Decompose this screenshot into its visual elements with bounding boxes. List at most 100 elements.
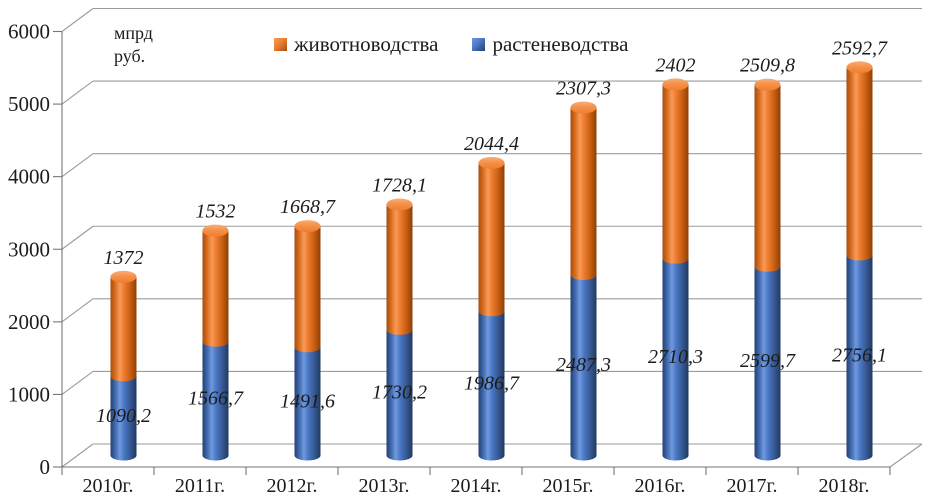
y-axis-unit-label: мпрд руб.: [114, 23, 153, 67]
legend-label-zhivotnovodstva: животноводства: [294, 32, 439, 56]
bar-top-cap: [478, 156, 505, 169]
bar-label-rastenevodstva: 2487,3: [556, 354, 611, 376]
bar-segment-rastenevodstva: [846, 255, 873, 456]
x-tick-label: 2014г.: [451, 475, 502, 497]
legend-item-rastenevodstva: растеневодства: [472, 32, 628, 57]
legend-label-rastenevodstva: растеневодства: [492, 32, 629, 56]
legend-swatch-orange-icon: [274, 38, 287, 51]
bar-segment-zhivotnovodstva: [202, 230, 229, 342]
bar-junction-cap: [662, 253, 689, 264]
grid-layer: [53, 7, 923, 475]
bar-label-rastenevodstva: 1566,7: [188, 388, 244, 410]
bar-junction-cap: [386, 324, 413, 335]
bar-label-zhivotnovodstva: 1668,7: [280, 196, 336, 218]
bar-segment-rastenevodstva: [754, 266, 781, 456]
legend: животноводства растеневодства: [274, 32, 628, 57]
bar-label-rastenevodstva: 1730,2: [372, 382, 427, 404]
bar-segment-rastenevodstva: [294, 347, 321, 456]
bar-label-zhivotnovodstva: 2402: [656, 54, 696, 76]
y-tick-label: 4000: [8, 165, 50, 189]
gridline-diagonal: [61, 298, 94, 323]
bar-label-rastenevodstva: 1491,6: [280, 390, 335, 412]
bar-top-cap: [294, 220, 321, 233]
y-tick-label: 5000: [8, 92, 50, 116]
bars-layer: [110, 61, 873, 461]
bar-junction-cap: [294, 342, 321, 353]
bar-segment-zhivotnovodstva: [110, 276, 137, 377]
bar-segment-zhivotnovodstva: [846, 67, 873, 256]
bar-top-cap: [202, 224, 229, 237]
floor-left-diagonal: [61, 443, 94, 468]
bar-top-cap: [570, 101, 597, 114]
floor-right-diagonal: [889, 443, 923, 468]
bar-segment-rastenevodstva: [570, 274, 597, 456]
bar-segment-rastenevodstva: [478, 311, 505, 456]
x-tick-label: 2016г.: [635, 475, 686, 497]
labels-layer: 0 1000 2000 3000 4000 5000 6000 2010г. 2011г. 201…: [8, 20, 888, 498]
bar-segment-zhivotnovodstva: [754, 84, 781, 267]
x-tick-label: 2017г.: [727, 475, 778, 497]
gridline-diagonal: [61, 80, 94, 105]
y-tick-label: 0: [40, 455, 51, 479]
y-tick-label: 6000: [8, 20, 50, 44]
bar-junction-cap: [110, 371, 137, 382]
x-tick-label: 2015г.: [543, 475, 594, 497]
bar-junction-cap: [202, 336, 229, 347]
bar-bottom-cap: [110, 450, 137, 461]
bar-segment-zhivotnovodstva: [478, 162, 505, 312]
bar-top-cap: [846, 61, 873, 74]
bar-label-rastenevodstva: 1986,7: [464, 372, 520, 394]
bar-top-cap: [386, 198, 413, 211]
bar-top-cap: [662, 78, 689, 91]
y-tick-label: 2000: [8, 310, 50, 334]
bar-segment-zhivotnovodstva: [570, 107, 597, 275]
gridline-diagonal: [61, 153, 94, 178]
gridline-diagonal: [61, 370, 94, 395]
bar-junction-cap: [478, 306, 505, 317]
bar-segment-rastenevodstva: [202, 341, 229, 456]
bar-bottom-cap: [478, 450, 505, 461]
bar-bottom-cap: [754, 450, 781, 461]
bar-segment-zhivotnovodstva: [294, 226, 321, 348]
bar-label-zhivotnovodstva: 2307,3: [556, 77, 611, 99]
bar-top-cap: [754, 78, 781, 91]
bar-segment-zhivotnovodstva: [386, 204, 413, 330]
bar-bottom-cap: [294, 450, 321, 461]
x-tick-label: 2010г.: [83, 475, 134, 497]
y-tick-label: 3000: [8, 237, 50, 261]
bar-label-rastenevodstva: 2710,3: [648, 346, 703, 368]
bar-top-cap: [110, 270, 137, 283]
bar-segment-rastenevodstva: [110, 376, 137, 456]
bar-bottom-cap: [662, 450, 689, 461]
bar-junction-cap: [754, 261, 781, 272]
gridline-diagonal: [61, 8, 94, 32]
x-tick-label: 2018г.: [819, 475, 870, 497]
legend-item-zhivotnovodstva: животноводства: [274, 32, 438, 57]
bar-bottom-cap: [570, 450, 597, 461]
x-tick-label: 2011г.: [175, 475, 225, 497]
bar-segment-zhivotnovodstva: [662, 84, 689, 259]
bar-junction-cap: [846, 250, 873, 261]
gridline-diagonal: [61, 225, 94, 250]
legend-swatch-blue-icon: [472, 38, 486, 51]
bar-bottom-cap: [202, 450, 229, 461]
bar-label-rastenevodstva: 2756,1: [832, 344, 887, 366]
x-tick-label: 2012г.: [267, 475, 318, 497]
bar-label-zhivotnovodstva: 1728,1: [372, 174, 427, 196]
bar-junction-cap: [570, 269, 597, 280]
bar-segment-rastenevodstva: [662, 258, 689, 456]
bar-label-zhivotnovodstva: 2592,7: [832, 37, 888, 59]
bar-label-zhivotnovodstva: 1532: [196, 201, 236, 223]
bar-label-zhivotnovodstva: 2044,4: [464, 133, 519, 155]
bar-label-rastenevodstva: 1090,2: [96, 405, 151, 427]
x-tick-label: 2013г.: [359, 475, 410, 497]
bar-bottom-cap: [846, 450, 873, 461]
bar-bottom-cap: [386, 450, 413, 461]
y-tick-label: 1000: [8, 382, 50, 406]
bar-label-zhivotnovodstva: 2509,8: [740, 55, 795, 77]
bar-segment-rastenevodstva: [386, 329, 413, 456]
bar-label-zhivotnovodstva: 1372: [104, 247, 144, 269]
bar-label-rastenevodstva: 2599,7: [740, 350, 796, 372]
